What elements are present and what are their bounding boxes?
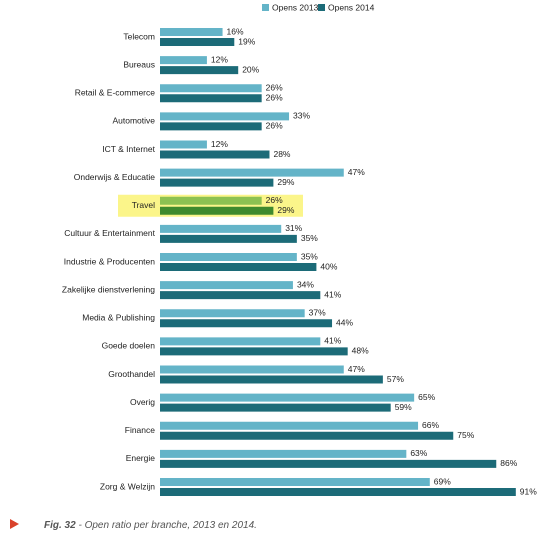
value-label: 34% (297, 279, 314, 289)
category-label: Automotive (112, 116, 155, 126)
bar (160, 94, 262, 103)
value-label: 63% (410, 448, 427, 458)
value-label: 29% (277, 205, 294, 215)
value-label: 41% (324, 336, 341, 346)
bar (160, 431, 454, 440)
bar (160, 403, 391, 412)
value-label: 48% (352, 346, 369, 356)
category-label: ICT & Internet (102, 144, 155, 154)
bar (160, 122, 262, 131)
bar (160, 224, 282, 233)
value-label: 26% (266, 195, 283, 205)
category-label: Groothandel (108, 369, 155, 379)
value-label: 57% (387, 374, 404, 384)
bar (160, 365, 344, 374)
value-label: 26% (266, 83, 283, 93)
value-label: 26% (266, 121, 283, 131)
caption: Fig. 32 - Open ratio per branche, 2013 e… (44, 520, 257, 531)
bar (160, 140, 207, 149)
bar (160, 38, 235, 46)
bar (160, 337, 321, 346)
category-label: Energie (126, 453, 156, 463)
bar (160, 421, 419, 430)
bar (160, 234, 297, 243)
legend-swatch (318, 4, 325, 11)
value-label: 31% (285, 223, 302, 233)
caption-label: Fig. 32 (44, 520, 76, 531)
value-label: 37% (309, 308, 326, 318)
bar (160, 253, 297, 261)
caption-marker (10, 519, 19, 529)
legend-label: Opens 2013 (272, 2, 319, 12)
value-label: 20% (242, 64, 259, 74)
value-label: 29% (277, 177, 294, 187)
value-label: 75% (457, 430, 474, 440)
bar (160, 478, 430, 486)
bar (160, 291, 321, 300)
bar (160, 347, 348, 356)
value-label: 47% (348, 364, 365, 374)
bar (160, 263, 317, 271)
category-label: Onderwijs & Educatie (74, 172, 156, 182)
bar (160, 168, 344, 177)
value-label: 28% (273, 149, 290, 159)
bar (160, 150, 270, 159)
category-label: Goede doelen (102, 341, 156, 351)
bar (160, 309, 305, 318)
bar (160, 459, 497, 468)
value-label: 65% (418, 392, 435, 402)
value-label: 16% (227, 26, 244, 36)
category-label: Zakelijke dienstverlening (62, 284, 155, 294)
bar (160, 488, 516, 496)
category-label: Retail & E-commerce (75, 88, 156, 98)
category-label: Media & Publishing (82, 313, 155, 323)
bar (160, 206, 274, 215)
category-label: Finance (125, 425, 156, 435)
value-label: 35% (301, 233, 318, 243)
value-label: 41% (324, 289, 341, 299)
value-label: 47% (348, 167, 365, 177)
category-label: Cultuur & Entertainment (64, 228, 155, 238)
value-label: 33% (293, 111, 310, 121)
bar (160, 281, 293, 290)
bar (160, 56, 207, 65)
category-label: Travel (132, 200, 155, 210)
category-label: Overig (130, 397, 155, 407)
bar (160, 449, 407, 458)
bar (160, 319, 333, 328)
category-label: Zorg & Welzijn (100, 481, 155, 491)
value-label: 12% (211, 139, 228, 149)
value-label: 86% (500, 458, 517, 468)
bar (160, 196, 262, 205)
value-label: 26% (266, 93, 283, 103)
value-label: 91% (520, 486, 537, 496)
value-label: 59% (395, 402, 412, 412)
category-label: Telecom (123, 31, 155, 41)
value-label: 12% (211, 54, 228, 64)
bar (160, 66, 239, 75)
bar (160, 112, 290, 121)
value-label: 40% (320, 261, 337, 271)
value-label: 69% (434, 476, 451, 486)
caption-text: - Open ratio per branche, 2013 en 2014. (76, 520, 257, 531)
legend-label: Opens 2014 (328, 2, 375, 12)
value-label: 44% (336, 318, 353, 328)
bar (160, 28, 223, 36)
value-label: 19% (238, 36, 255, 46)
value-label: 66% (422, 420, 439, 430)
bar (160, 393, 415, 402)
bar (160, 84, 262, 93)
value-label: 35% (301, 251, 318, 261)
bar (160, 178, 274, 187)
bar (160, 375, 383, 384)
category-label: Bureaus (123, 59, 155, 69)
legend-swatch (262, 4, 269, 11)
category-label: Industrie & Producenten (64, 256, 155, 266)
